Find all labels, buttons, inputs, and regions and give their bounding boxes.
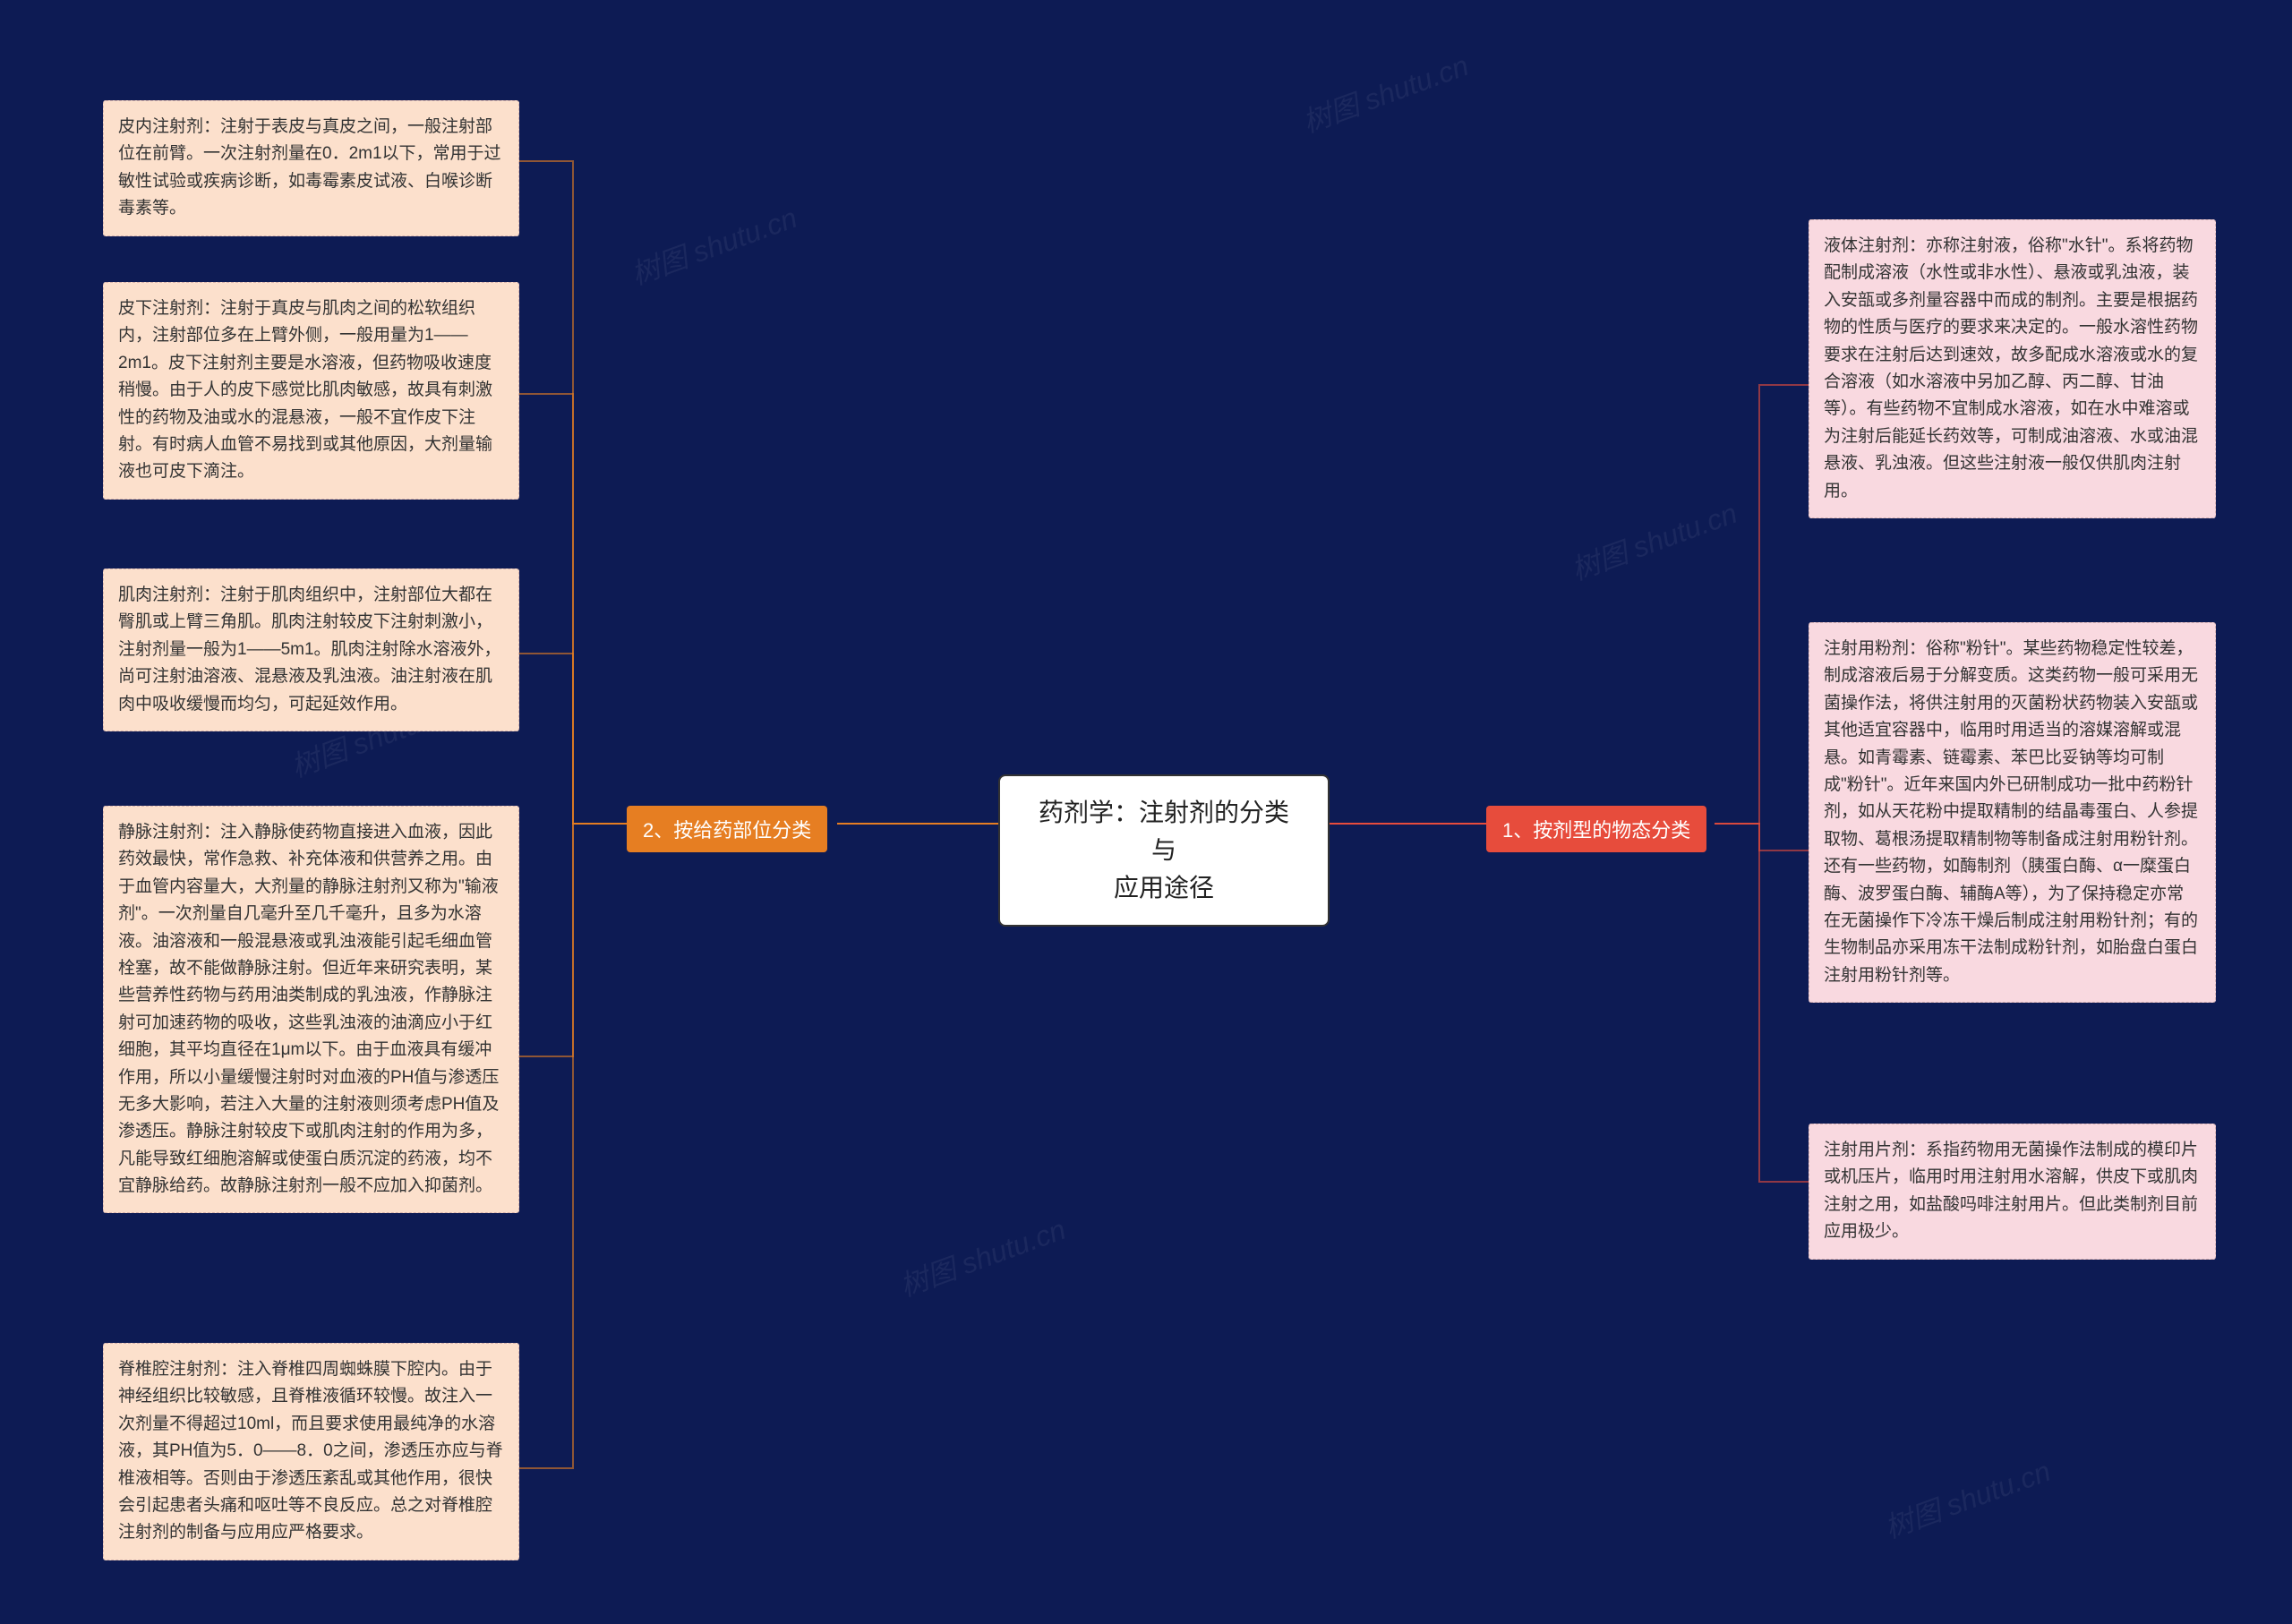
watermark: 树图 shutu.cn xyxy=(894,1207,1071,1305)
center-topic: 药剂学：注射剂的分类与 应用途径 xyxy=(998,774,1330,927)
right-leaf-2: 注射用片剂：系指药物用无菌操作法制成的模印片或机压片，临用时用注射用水溶解，供皮… xyxy=(1809,1124,2216,1260)
center-line1: 药剂学：注射剂的分类与 xyxy=(1039,799,1289,864)
branch-left: 2、按给药部位分类 xyxy=(627,806,827,852)
left-leaf-4: 脊椎腔注射剂：注入脊椎四周蜘蛛膜下腔内。由于神经组织比较敏感，且脊椎液循环较慢。… xyxy=(103,1343,519,1560)
left-leaf-0: 皮内注射剂：注射于表皮与真皮之间，一般注射部位在前臂。一次注射剂量在0．2m1以… xyxy=(103,100,519,236)
right-leaf-0: 液体注射剂：亦称注射液，俗称"水针"。系将药物配制成溶液（水性或非水性）、悬液或… xyxy=(1809,219,2216,518)
watermark: 树图 shutu.cn xyxy=(1878,1449,2056,1547)
left-leaf-2: 肌肉注射剂：注射于肌肉组织中，注射部位大都在臀肌或上臂三角肌。肌肉注射较皮下注射… xyxy=(103,568,519,731)
center-line2: 应用途径 xyxy=(1114,874,1214,902)
left-leaf-3: 静脉注射剂：注入静脉使药物直接进入血液，因此药效最快，常作急救、补充体液和供营养… xyxy=(103,806,519,1213)
watermark: 树图 shutu.cn xyxy=(625,195,802,294)
watermark: 树图 shutu.cn xyxy=(1296,43,1474,141)
branch-right: 1、按剂型的物态分类 xyxy=(1486,806,1706,852)
right-leaf-1: 注射用粉剂：俗称"粉针"。某些药物稳定性较差，制成溶液后易于分解变质。这类药物一… xyxy=(1809,622,2216,1003)
left-leaf-1: 皮下注射剂：注射于真皮与肌肉之间的松软组织内，注射部位多在上臂外侧，一般用量为1… xyxy=(103,282,519,500)
watermark: 树图 shutu.cn xyxy=(1565,491,1742,589)
